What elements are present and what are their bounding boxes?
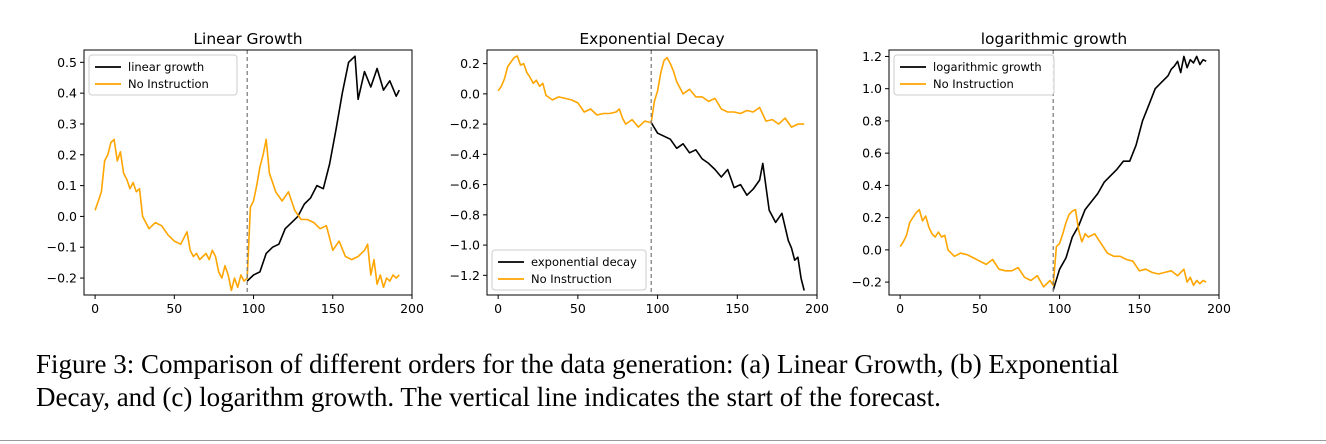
caption-line-2: Decay, and (c) logarithm growth. The ver… bbox=[36, 382, 941, 412]
bottom-rule bbox=[0, 440, 1326, 441]
plot-frame bbox=[888, 49, 1220, 296]
y-tick-label: 0.6 bbox=[862, 146, 882, 161]
x-tick-label: 50 bbox=[972, 301, 988, 316]
plot-area bbox=[497, 55, 805, 291]
y-tick-label: 0.5 bbox=[57, 55, 77, 70]
legend-box bbox=[88, 54, 238, 96]
chart-title: Exponential Decay bbox=[579, 30, 724, 48]
y-tick-label: −0.4 bbox=[450, 147, 480, 162]
x-tick-label: 150 bbox=[725, 301, 749, 316]
y-tick-label: 0.2 bbox=[460, 56, 480, 71]
plot-area bbox=[899, 55, 1207, 291]
x-tick-label: 0 bbox=[91, 301, 99, 316]
y-tick-label: −0.6 bbox=[450, 177, 480, 192]
y-tick-label: −0.2 bbox=[450, 117, 480, 132]
y-tick-label: 0.2 bbox=[862, 210, 882, 225]
legend-label: linear growth bbox=[128, 60, 204, 74]
x-tick-label: 100 bbox=[242, 301, 266, 316]
y-tick-label: 1.2 bbox=[862, 49, 882, 64]
figure-charts: Linear Growth 0 50 100 150 200 −0.2 −0.1 0.0 0.1 0… bbox=[47, 30, 1231, 316]
y-tick-label: 0.4 bbox=[57, 86, 77, 101]
chart-panel-3: logarithmic growth 0 50 100 150 200 −0.2 0.0 0.2… bbox=[852, 30, 1231, 316]
series-line-forecast bbox=[1052, 55, 1207, 291]
plot-frame bbox=[486, 49, 818, 296]
series-line-no-instruction bbox=[94, 138, 400, 292]
figure-caption: Figure 3: Comparison of different orders… bbox=[36, 348, 1306, 414]
plot-frame bbox=[83, 49, 413, 296]
legend-label: No Instruction bbox=[531, 272, 612, 286]
y-tick-label: −0.8 bbox=[450, 207, 480, 222]
y-tick-label: 0.3 bbox=[57, 116, 77, 131]
y-tick-label: 0.1 bbox=[57, 178, 77, 193]
x-tick-label: 100 bbox=[646, 301, 670, 316]
y-tick-label: −0.2 bbox=[47, 271, 77, 286]
y-tick-label: 0.2 bbox=[57, 147, 77, 162]
series-line-forecast bbox=[650, 122, 805, 291]
x-tick-label: 0 bbox=[896, 301, 904, 316]
y-tick-label: −0.1 bbox=[47, 240, 77, 255]
x-tick-label: 200 bbox=[400, 301, 424, 316]
y-tick-label: 0.0 bbox=[862, 242, 882, 257]
y-tick-label: 0.0 bbox=[57, 209, 77, 224]
plot-area bbox=[94, 55, 401, 292]
series-line-forecast bbox=[246, 55, 401, 282]
x-tick-label: 0 bbox=[494, 301, 502, 316]
x-tick-label: 50 bbox=[166, 301, 182, 316]
y-tick-label: 0.8 bbox=[862, 113, 882, 128]
legend-label: exponential decay bbox=[531, 255, 637, 269]
y-tick-label: −0.2 bbox=[852, 275, 882, 290]
legend-label: No Instruction bbox=[128, 77, 209, 91]
legend-label: logarithmic growth bbox=[933, 60, 1042, 74]
legend: linear growth No Instruction bbox=[88, 54, 238, 96]
legend-box bbox=[893, 54, 1055, 96]
chart-panel-2: Exponential Decay 0 50 100 150 200 −1.2 −1.0 −0.… bbox=[450, 30, 829, 316]
x-tick-label: 200 bbox=[1207, 301, 1231, 316]
y-tick-label: 0.4 bbox=[862, 178, 882, 193]
x-tick-label: 100 bbox=[1048, 301, 1072, 316]
x-tick-label: 150 bbox=[321, 301, 345, 316]
legend: logarithmic growth No Instruction bbox=[893, 54, 1055, 96]
x-tick-label: 150 bbox=[1127, 301, 1151, 316]
chart-title: Linear Growth bbox=[193, 30, 302, 48]
y-tick-label: −1.0 bbox=[450, 238, 480, 253]
chart-title: logarithmic growth bbox=[981, 30, 1128, 48]
legend: exponential decay No Instruction bbox=[491, 249, 647, 291]
y-tick-label: −1.2 bbox=[450, 268, 480, 283]
y-tick-label: 1.0 bbox=[862, 81, 882, 96]
legend-label: No Instruction bbox=[933, 77, 1014, 91]
y-tick-label: 0.0 bbox=[460, 86, 480, 101]
chart-panel-1: Linear Growth 0 50 100 150 200 −0.2 −0.1 0.0 0.1 0… bbox=[47, 30, 424, 316]
series-line-no-instruction bbox=[497, 55, 805, 128]
caption-line-1: Figure 3: Comparison of different orders… bbox=[36, 349, 1119, 379]
x-tick-label: 200 bbox=[805, 301, 829, 316]
x-tick-label: 50 bbox=[570, 301, 586, 316]
series-line-no-instruction bbox=[899, 208, 1207, 288]
legend-box bbox=[491, 249, 647, 291]
